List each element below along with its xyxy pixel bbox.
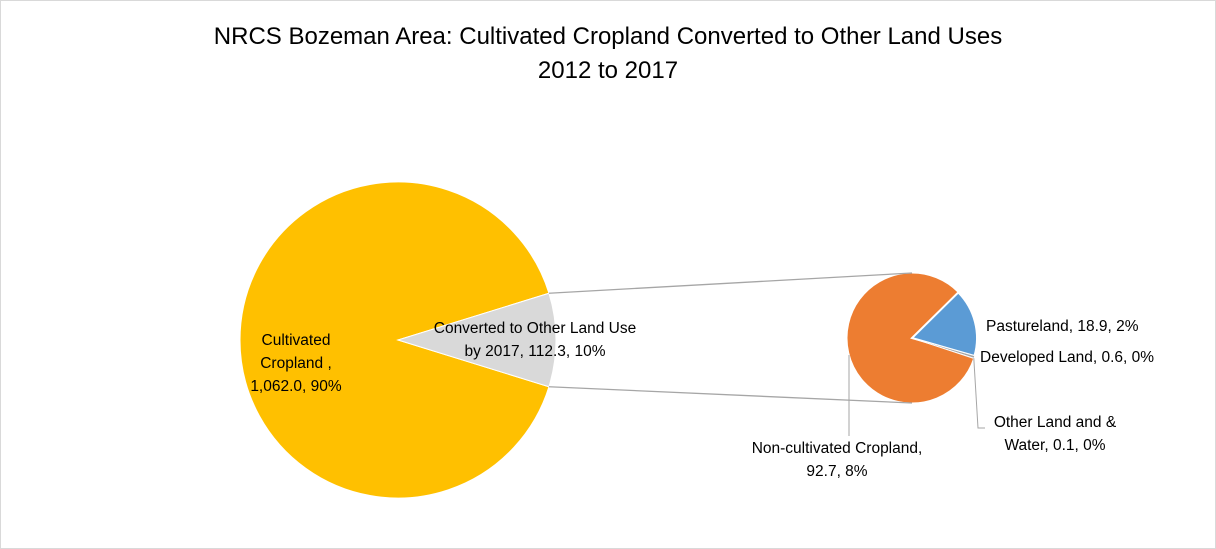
- leader-line-other-land: [973, 358, 985, 429]
- connector-line-lower: [548, 386, 913, 404]
- data-label-cultivated-cropland-line: 1,062.0, 90%: [250, 378, 342, 395]
- data-label-non-cultivated-cropland-line: Non-cultivated Cropland,: [752, 440, 923, 457]
- secondary-slice-pastureland: [910, 290, 978, 358]
- data-label-converted-line: by 2017, 112.3, 10%: [464, 343, 605, 360]
- data-label-pastureland: Pastureland, 18.9, 2%: [986, 318, 1139, 335]
- data-label-developed-land: Developed Land, 0.6, 0%: [980, 349, 1154, 366]
- chart-title-line2: 2012 to 2017: [537, 57, 679, 84]
- chart-title-line1: NRCS Bozeman Area: Cultivated Cropland C…: [213, 23, 1003, 50]
- data-label-converted-line: Converted to Other Land Use: [434, 320, 636, 337]
- data-label-converted: Converted to Other Land Use by 2017, 112.…: [434, 320, 636, 360]
- data-label-non-cultivated-cropland: Non-cultivated Cropland, 92.7, 8%: [752, 440, 923, 480]
- data-label-cultivated-cropland-line: Cropland ,: [260, 355, 332, 372]
- data-label-non-cultivated-cropland-line: 92.7, 8%: [806, 463, 867, 480]
- main-slice-converted: [396, 292, 557, 388]
- data-label-other-land-water-line: Water, 0.1, 0%: [1004, 437, 1105, 454]
- main-slice-cultivated-cropland: [239, 181, 550, 499]
- data-label-other-land-water-line: Other Land and &: [994, 414, 1117, 431]
- secondary-slice-non-cultivated-cropland: [846, 272, 975, 404]
- data-label-developed-land-line: Developed Land, 0.6, 0%: [980, 349, 1154, 366]
- chart-title: NRCS Bozeman Area: Cultivated Cropland C…: [0, 20, 1216, 88]
- data-label-cultivated-cropland: Cultivated Cropland , 1,062.0, 90%: [250, 332, 342, 395]
- data-label-pastureland-line: Pastureland, 18.9, 2%: [986, 318, 1139, 335]
- connector-line-upper: [548, 272, 913, 294]
- data-label-other-land-water: Other Land and & Water, 0.1, 0%: [994, 414, 1117, 454]
- data-label-cultivated-cropland-line: Cultivated: [262, 332, 331, 349]
